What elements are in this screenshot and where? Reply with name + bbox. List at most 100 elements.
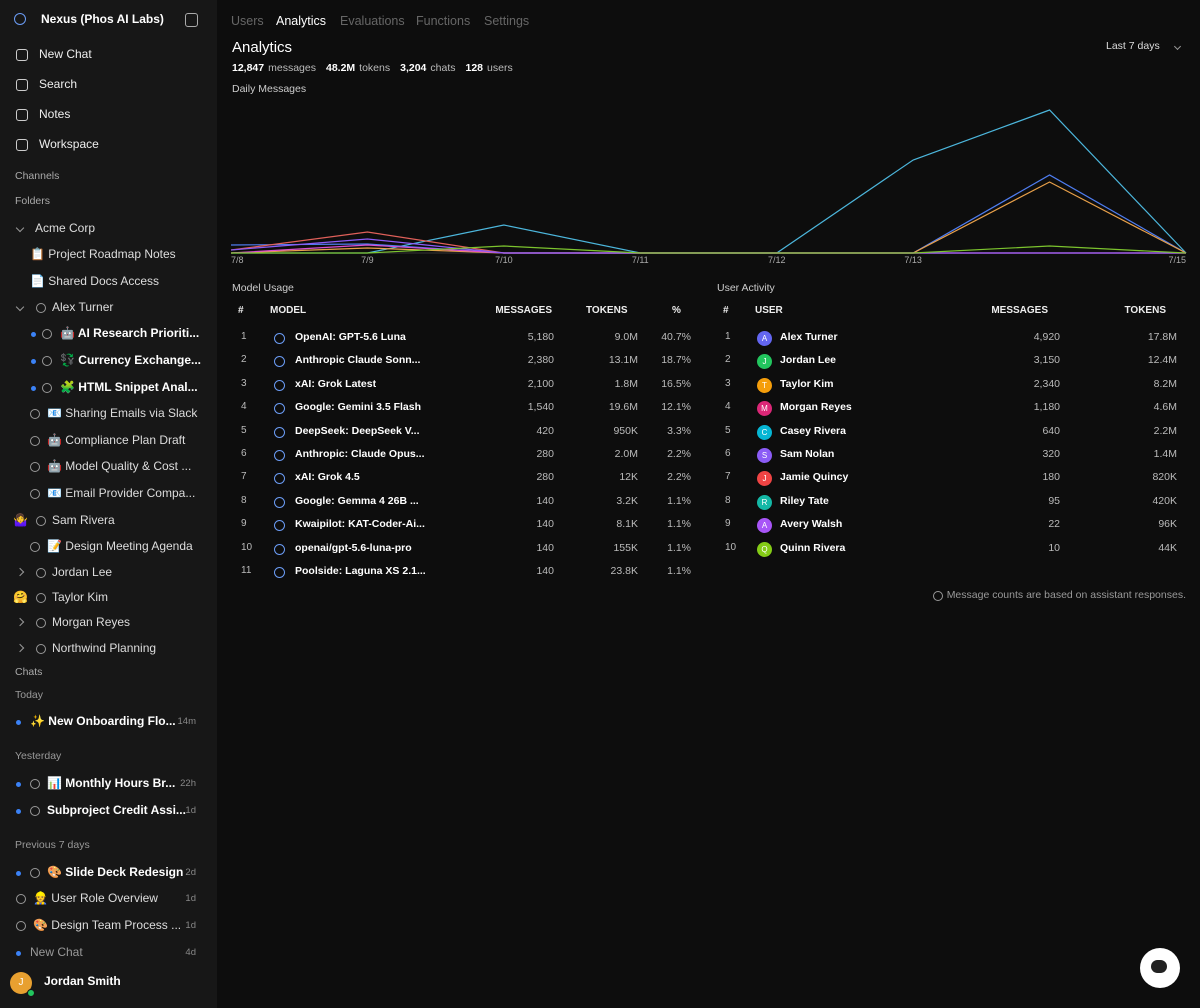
stat-value: 12,847: [232, 62, 265, 74]
nav-item[interactable]: Workspace: [39, 137, 99, 151]
tokens: 19.6M: [608, 401, 638, 414]
column-header[interactable]: #: [723, 305, 729, 316]
folder-item[interactable]: 📧 Email Provider Compa...: [47, 486, 196, 500]
chat-item[interactable]: 📊 Monthly Hours Br...: [47, 776, 176, 790]
messages: 1,180: [1033, 401, 1060, 414]
sidebar: Nexus (Phos AI Labs) New Chat Search Notes W…: [0, 0, 217, 1008]
person-icon: [30, 542, 40, 552]
chevron[interactable]: [15, 567, 25, 577]
tab[interactable]: Functions: [416, 14, 471, 28]
column-header[interactable]: USER: [755, 305, 783, 316]
range-select[interactable]: Last 7 days: [1106, 40, 1160, 52]
messages: 2,100: [527, 377, 554, 390]
unread-dot: [30, 331, 36, 337]
folder-item[interactable]: Morgan Reyes: [52, 615, 131, 629]
nav-item[interactable]: New Chat: [39, 47, 92, 61]
model-name: Google: Gemini 3.5 Flash: [295, 401, 422, 414]
model-icon: [274, 426, 285, 438]
folder-item[interactable]: 📝 Design Meeting Agenda: [47, 539, 193, 553]
section-label: Folders: [15, 195, 51, 207]
column-header[interactable]: MODEL: [270, 305, 307, 316]
chat-item[interactable]: New Chat: [30, 945, 83, 959]
chat-item[interactable]: ✨ New Onboarding Flo...: [30, 714, 176, 728]
tab[interactable]: Analytics: [276, 14, 327, 28]
folder-item[interactable]: 🤖 AI Research Prioriti...: [60, 326, 200, 340]
x-tick-label: 7/11: [632, 255, 649, 265]
chevron[interactable]: [15, 302, 25, 312]
model-icon: [274, 356, 285, 368]
tab[interactable]: Users: [231, 14, 264, 28]
tokens: 4.6M: [1153, 401, 1177, 414]
chat-time: 2d: [185, 867, 196, 878]
brand: Nexus (Phos AI Labs): [41, 12, 164, 26]
rank: 9: [241, 518, 247, 530]
model-name: OpenAI: GPT-5.6 Luna: [295, 331, 406, 343]
brand-logo: [14, 13, 26, 25]
messages: 22: [1048, 518, 1060, 531]
tokens: 1.4M: [1153, 448, 1177, 460]
rank: 8: [725, 494, 731, 506]
x-tick-label: 7/12: [768, 255, 786, 265]
user-name: Sam Nolan: [780, 448, 835, 460]
chat-item[interactable]: 👷 User Role Overview: [33, 891, 158, 905]
rank: 7: [241, 471, 247, 483]
chevron[interactable]: [15, 643, 25, 653]
person-icon: [42, 329, 52, 339]
chat-time: 1d: [185, 893, 196, 904]
tokens: 155K: [613, 541, 638, 554]
rank: 1: [725, 331, 731, 342]
chat-item[interactable]: 🎨 Design Team Process ...: [33, 918, 182, 932]
folder-item[interactable]: Taylor Kim: [52, 590, 109, 604]
unread-dot: [15, 781, 21, 787]
model-name: Kwaipilot: KAT-Coder-Ai...: [295, 518, 425, 531]
column-header[interactable]: %: [672, 305, 681, 316]
series-line: [231, 245, 1187, 254]
folder-item[interactable]: 💱 Currency Exchange...: [60, 353, 201, 367]
rank: 3: [725, 377, 731, 389]
user-name[interactable]: Jordan Smith: [44, 974, 121, 988]
rank: 2: [241, 354, 247, 366]
person-icon: [42, 383, 52, 393]
series-line: [230, 231, 1186, 254]
user-avatar[interactable]: J: [10, 972, 32, 994]
user-name: Quinn Rivera: [780, 541, 846, 554]
column-header[interactable]: TOKENS: [1124, 305, 1167, 316]
sidebar-toggle[interactable]: [185, 13, 198, 27]
tab[interactable]: Evaluations: [340, 14, 405, 28]
column-header[interactable]: #: [238, 305, 244, 316]
folder-item[interactable]: 🤖 Model Quality & Cost ...: [47, 459, 192, 473]
folder-item[interactable]: Sam Rivera: [52, 513, 115, 527]
column-header[interactable]: TOKENS: [586, 305, 628, 316]
chat-item[interactable]: Subproject Credit Assi...: [47, 803, 186, 817]
chat-item[interactable]: 🎨 Slide Deck Redesign: [47, 865, 184, 879]
folder-item[interactable]: Alex Turner: [52, 300, 114, 314]
tab[interactable]: Settings: [484, 14, 530, 28]
folder-item[interactable]: 📄 Shared Docs Access: [30, 274, 159, 288]
model-icon: [274, 333, 285, 344]
rank: 2: [725, 354, 731, 366]
messages: 280: [536, 448, 554, 460]
group-label: Previous 7 days: [15, 839, 90, 851]
chat-time: 1d: [185, 805, 196, 816]
model-name: xAI: Grok 4.5: [295, 471, 360, 484]
folder-item[interactable]: 🤖 Compliance Plan Draft: [47, 433, 186, 447]
folder-item[interactable]: 🧩 HTML Snippet Anal...: [60, 380, 198, 394]
section-title: User Activity: [717, 282, 775, 294]
messages: 320: [1042, 448, 1060, 460]
section-label: Channels: [15, 170, 60, 182]
folder-item[interactable]: 📧 Sharing Emails via Slack: [47, 406, 198, 420]
nav-item[interactable]: Search: [39, 77, 78, 91]
folder-item[interactable]: Jordan Lee: [52, 565, 113, 579]
chevron[interactable]: [15, 617, 25, 627]
messages: 640: [1042, 424, 1060, 437]
column-header[interactable]: MESSAGES: [991, 305, 1048, 316]
folder-item[interactable]: Northwind Planning: [52, 641, 157, 655]
column-header[interactable]: MESSAGES: [495, 305, 552, 316]
folder-item[interactable]: 📋 Project Roadmap Notes: [30, 247, 176, 261]
nav-item[interactable]: Notes: [39, 107, 71, 121]
unread-dot: [15, 870, 21, 876]
person-icon: [42, 356, 52, 366]
folder-item[interactable]: Acme Corp: [35, 221, 96, 235]
percent: 12.1%: [661, 401, 691, 414]
